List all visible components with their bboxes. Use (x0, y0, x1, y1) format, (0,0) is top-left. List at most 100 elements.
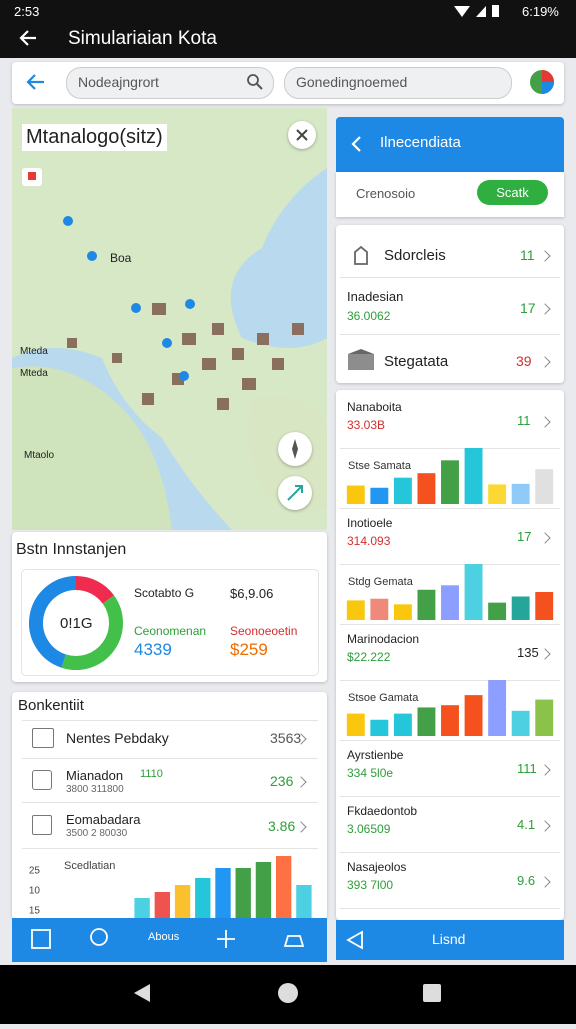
filter-text: Gonedingnoemed (296, 74, 408, 90)
row-sub: 314.093 (347, 534, 391, 548)
row-tag: 1110 (140, 768, 163, 780)
locate-button[interactable] (278, 476, 312, 510)
row-title[interactable]: Mianadon (66, 768, 124, 783)
battery: 6:19% (522, 4, 559, 19)
donut-segment (61, 595, 123, 670)
bar (346, 485, 365, 504)
row-sub: 393 7l00 (347, 878, 394, 892)
row-icon (32, 815, 52, 835)
bar (417, 589, 436, 620)
bar (370, 487, 389, 504)
axis-label: 10 (29, 886, 41, 897)
bar (441, 460, 459, 504)
stat-value: $6,9.06 (230, 586, 274, 601)
status-icons (454, 5, 499, 17)
nav-label[interactable]: Abous (148, 931, 180, 943)
bar (346, 600, 365, 620)
chart-title: Stsoe Gamata (348, 692, 419, 704)
bar (296, 885, 312, 918)
axis-label: 15 (29, 906, 41, 917)
row-sub: 3500 2 80030 (66, 828, 128, 839)
stat-label: Scotabto G (134, 586, 195, 600)
row-value: 3563 (270, 730, 302, 746)
row-sub: 334 5l0e (347, 766, 394, 780)
bar (393, 604, 412, 620)
panel-footer[interactable] (336, 920, 564, 960)
bar (174, 885, 191, 918)
row-sub: $22.222 (347, 650, 391, 664)
row-icon (354, 245, 368, 265)
bar (441, 705, 459, 736)
bar (511, 483, 530, 504)
stat-value: 4339 (134, 640, 172, 659)
bar (535, 469, 554, 504)
bar (464, 695, 483, 736)
bottom-nav (12, 918, 327, 962)
bar (464, 448, 483, 504)
mini-chart (346, 564, 554, 620)
compass-button[interactable] (278, 432, 312, 466)
bar (370, 719, 389, 736)
row-title[interactable]: Nentes Pebdaky (66, 730, 169, 746)
search-icon[interactable] (246, 73, 264, 91)
panel-button[interactable]: Scatk (477, 180, 548, 205)
stat-label: Ceonomenan (134, 624, 207, 638)
nav-back[interactable] (24, 72, 48, 92)
row-title[interactable]: Inadesian (347, 289, 404, 304)
bar (488, 484, 507, 504)
row-title[interactable]: Marinodacion (347, 632, 420, 646)
bar (370, 598, 389, 620)
donut-segment (75, 576, 115, 604)
row-title[interactable]: Stegatata (384, 353, 449, 370)
bar (215, 868, 231, 918)
row-title[interactable]: Ayrstienbe (347, 748, 404, 762)
divider (340, 277, 560, 278)
row-title[interactable]: Nasajeolos (347, 860, 407, 874)
row-value: 39 (516, 353, 532, 369)
row-icon (32, 728, 54, 748)
row-title[interactable]: Sdorcleis (384, 247, 446, 264)
bar (393, 477, 412, 504)
bar (488, 602, 507, 620)
divider (340, 740, 560, 741)
row-title[interactable]: Inotioele (347, 516, 393, 530)
back-button[interactable] (18, 28, 40, 48)
avatar[interactable] (529, 69, 555, 95)
row-title[interactable]: Fkdaedontob (347, 804, 418, 818)
divider (340, 334, 560, 335)
row-value: 11 (520, 247, 535, 263)
row-icon (348, 349, 374, 370)
system-nav (0, 965, 576, 1024)
bar (346, 713, 365, 736)
row-title[interactable]: Nanaboita (347, 400, 402, 414)
top-bar (0, 0, 576, 58)
mini-chart (346, 448, 554, 504)
bar (134, 898, 150, 918)
divider (340, 508, 560, 509)
divider (340, 680, 560, 681)
axis-label: 25 (29, 866, 41, 877)
bar (195, 878, 211, 918)
row-value: 3.86 (268, 818, 296, 834)
row-title[interactable]: Eomabadara (66, 812, 141, 827)
divider (22, 720, 318, 721)
bar (417, 473, 436, 504)
filter-field[interactable] (284, 67, 512, 99)
map[interactable] (12, 108, 327, 530)
footer-button-text[interactable]: Lisnd (432, 931, 466, 947)
bar (511, 596, 530, 620)
bar (154, 892, 171, 918)
panel-header (336, 117, 564, 172)
row-sub: 3.06509 (347, 822, 391, 836)
panel-search-text: Crenosoio (356, 186, 416, 201)
map-close[interactable] (288, 121, 316, 149)
chart-title: Scedlatian (64, 860, 116, 872)
divider (340, 852, 560, 853)
row-value: 236 (270, 773, 294, 789)
row-value: 111 (517, 761, 537, 776)
stat-value: $259 (230, 640, 268, 659)
row-icon (32, 770, 52, 790)
search-field[interactable] (66, 67, 274, 99)
stat-label: Seonoeoetin (230, 624, 298, 638)
bar (511, 710, 530, 736)
